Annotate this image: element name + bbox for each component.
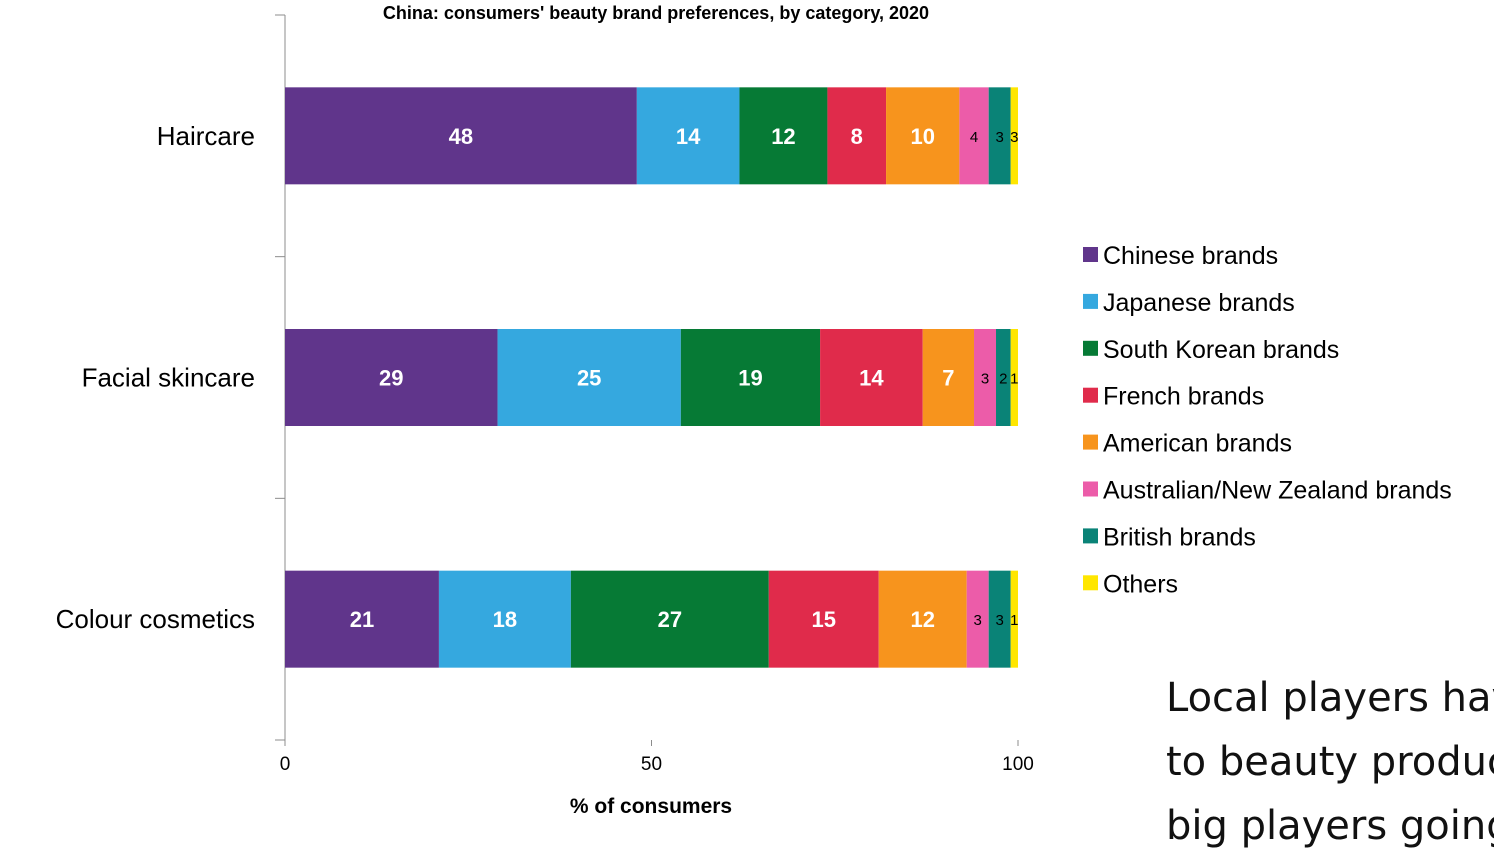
data-label: 7 [942,366,954,391]
x-tick-label: 0 [280,754,291,775]
bar-segment [636,87,740,185]
x-tick-label: 50 [641,754,662,775]
bar-segment [996,329,1011,426]
data-label: 4 [970,129,978,146]
data-label: 3 [974,612,982,629]
bar-segment [497,329,681,426]
bar-segment [878,570,967,668]
data-label: 12 [771,124,795,149]
side-caption-line: big players going [1166,803,1494,849]
bar-segment [570,570,769,668]
bar-segment [959,87,989,185]
bar-segment [285,570,439,668]
legend-swatch [1083,481,1098,497]
category-label: Facial skincare [82,363,255,393]
chart-title: China: consumers' beauty brand preferenc… [383,3,929,23]
bar-segment [988,87,1011,185]
data-label: 8 [851,124,863,149]
bar-segment [1010,329,1018,426]
bar-segment [922,329,975,426]
legend: Chinese brands Japanese brands South Korea… [1083,242,1452,598]
bar-segment [285,329,498,426]
bar-segment [820,329,923,426]
legend-swatch [1083,387,1098,403]
side-caption: Local players have to beauty products bi… [1166,666,1494,858]
category-label: Colour cosmetics [56,604,255,634]
data-label: 19 [738,366,762,391]
bar-segment [988,570,1011,668]
data-label: 15 [812,607,836,632]
legend-swatch [1083,575,1098,591]
data-label: 3 [1010,129,1018,146]
data-label: 21 [350,607,374,632]
data-label: 14 [676,124,701,149]
legend-label: South Korean brands [1103,336,1339,364]
bar-segment [739,87,828,185]
bar-segment [1010,570,1018,668]
legend-label: Australian/New Zealand brands [1103,477,1452,505]
legend-swatch [1083,293,1098,309]
bar-segment [285,87,637,185]
legend-label: Chinese brands [1103,242,1278,270]
data-label: 27 [658,607,682,632]
data-label: 1 [1010,612,1018,629]
side-caption-line: Local players have [1166,675,1494,721]
category-label: Haircare [157,121,255,151]
x-tick-label: 100 [1002,754,1034,775]
data-label: 3 [996,129,1004,146]
data-label: 3 [981,371,989,388]
data-label: 2 [999,371,1007,388]
bar-segment [886,87,960,185]
legend-swatch [1083,247,1098,262]
bar-segment [680,329,821,426]
stacked-bar-chart: China: consumers' beauty brand preferenc… [56,3,1452,818]
x-axis-title: % of consumers [570,795,732,818]
bar-segment [966,570,989,668]
legend-label: Others [1103,570,1178,598]
side-caption-line: to beauty products [1166,739,1494,785]
data-label: 1 [1010,371,1018,388]
data-label: 12 [910,607,934,632]
legend-label: American brands [1103,430,1292,458]
legend-label: French brands [1103,383,1264,411]
legend-swatch [1083,340,1098,356]
bar-segment [438,570,571,668]
bar-segment [827,87,887,185]
bar-segment [768,570,879,668]
data-label: 48 [449,124,473,149]
data-label: 29 [379,366,403,391]
data-label: 18 [493,607,517,632]
bar-segment [974,329,997,426]
bar-segment [1010,87,1018,185]
data-label: 14 [859,366,884,391]
legend-swatch [1083,434,1098,450]
legend-label: Japanese brands [1103,289,1295,317]
data-label: 3 [996,612,1004,629]
data-label: 25 [577,366,601,391]
data-label: 10 [910,124,934,149]
legend-swatch [1083,528,1098,544]
legend-label: British brands [1103,523,1256,551]
